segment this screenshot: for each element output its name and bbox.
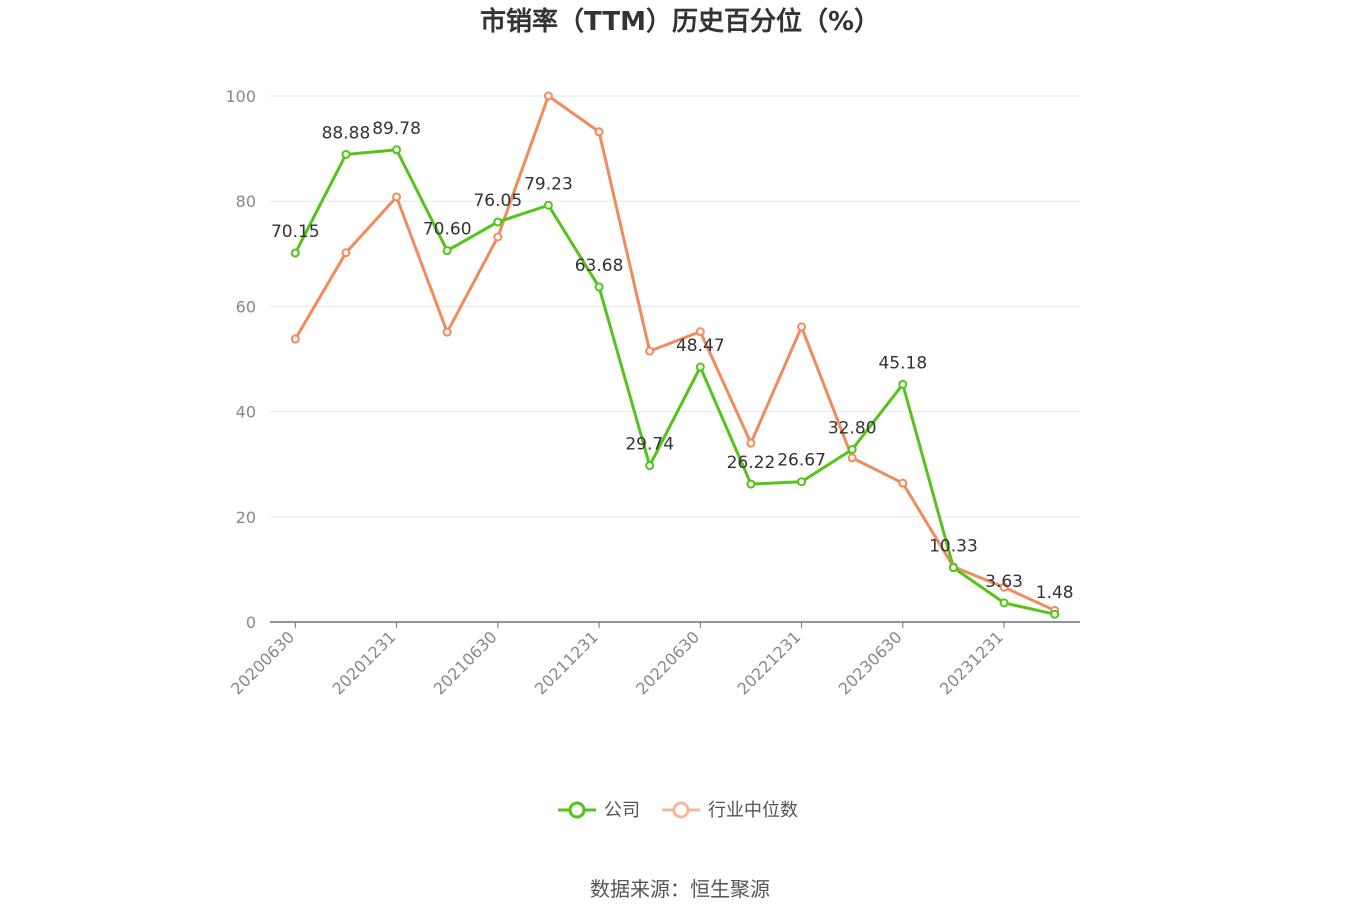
x-tick-label: 20231231 — [936, 627, 1007, 698]
data-label: 26.22 — [727, 453, 776, 473]
x-tick-label: 20211231 — [531, 627, 602, 698]
data-point — [746, 438, 756, 448]
series-points — [290, 91, 1060, 619]
data-point — [493, 232, 503, 242]
data-point — [543, 91, 553, 101]
axes: 0 20 40 60 80 100 20200630 20201231 20210630 2021… — [225, 87, 1080, 698]
data-point — [948, 563, 958, 573]
legend-marker — [672, 801, 690, 819]
data-point — [442, 246, 452, 256]
data-point — [290, 334, 300, 344]
data-label: 48.47 — [676, 336, 725, 356]
data-label: 45.18 — [878, 353, 927, 373]
data-point — [442, 327, 452, 337]
data-point — [341, 149, 351, 159]
legend-label: 行业中位数 — [708, 800, 798, 821]
data-point — [898, 379, 908, 389]
series-line — [293, 94, 1057, 612]
data-point — [898, 478, 908, 488]
data-label: 10.33 — [929, 537, 978, 557]
data-point — [543, 200, 553, 210]
x-tick-label: 20220630 — [632, 627, 703, 698]
data-point — [999, 598, 1009, 608]
data-label: 89.78 — [372, 119, 421, 139]
data-point — [341, 248, 351, 258]
data-label: 79.23 — [524, 174, 573, 194]
data-point — [797, 477, 807, 487]
data-point — [797, 322, 807, 332]
legend-label: 公司 — [604, 800, 640, 821]
series-lines — [293, 94, 1057, 616]
x-tick-label: 20200630 — [227, 627, 298, 698]
data-label: 70.15 — [271, 222, 320, 242]
x-tick-label: 20230630 — [835, 627, 906, 698]
data-point — [594, 127, 604, 137]
data-label: 32.80 — [828, 418, 877, 438]
x-tick-label: 20201231 — [328, 627, 399, 698]
y-tick-label: 20 — [236, 508, 256, 527]
y-tick-label: 100 — [225, 87, 256, 106]
data-point — [847, 453, 857, 463]
data-label: 70.60 — [423, 220, 472, 240]
data-point — [1050, 609, 1060, 619]
data-label: 3.63 — [985, 572, 1023, 592]
data-point — [999, 582, 1009, 592]
data-label: 63.68 — [575, 256, 624, 276]
data-point — [493, 217, 503, 227]
data-label: 29.74 — [625, 435, 674, 455]
data-label: 76.05 — [473, 191, 522, 211]
legend-item[interactable]: 公司 — [558, 800, 640, 821]
series-line — [293, 148, 1057, 616]
x-tick-label: 20210630 — [430, 627, 501, 698]
y-tick-label: 60 — [236, 297, 256, 316]
data-point — [594, 282, 604, 292]
data-point — [392, 192, 402, 202]
data-point — [847, 444, 857, 454]
grid — [270, 95, 1080, 518]
data-point — [392, 145, 402, 155]
y-tick-label: 80 — [236, 192, 256, 211]
data-point — [645, 461, 655, 471]
y-tick-label: 40 — [236, 403, 256, 422]
y-tick-label: 0 — [246, 613, 256, 632]
legend-marker — [568, 801, 586, 819]
data-point — [290, 248, 300, 258]
data-point — [746, 479, 756, 489]
data-point — [695, 362, 705, 372]
data-label: 88.88 — [322, 123, 371, 143]
chart-title: 市销率（TTM）历史百分位（%） — [480, 6, 880, 37]
legend-item[interactable]: 行业中位数 — [662, 800, 798, 821]
legend[interactable]: 公司 行业中位数 — [558, 800, 798, 821]
data-point — [645, 346, 655, 356]
data-label: 26.67 — [777, 451, 826, 471]
x-tick-label: 20221231 — [733, 627, 804, 698]
data-source: 数据来源：恒生聚源 — [590, 877, 770, 901]
data-label: 1.48 — [1036, 583, 1074, 603]
data-point — [695, 327, 705, 337]
